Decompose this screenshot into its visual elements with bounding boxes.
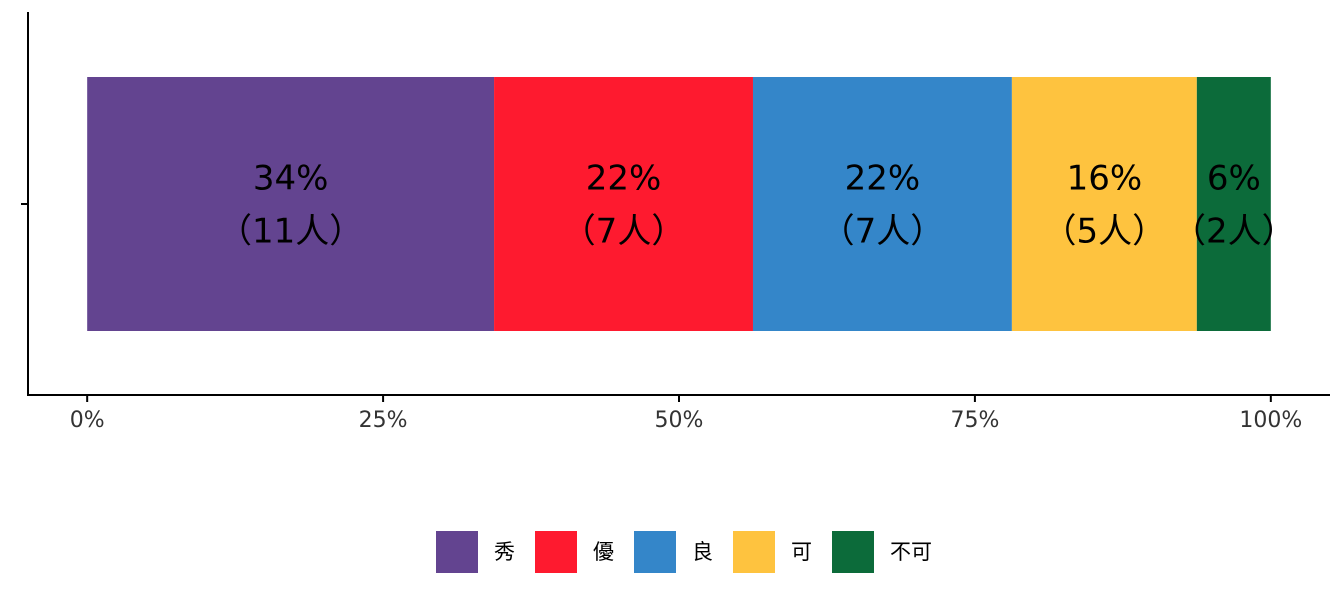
- value-label: 6%: [1207, 159, 1261, 199]
- x-tick-label: 0%: [70, 408, 105, 433]
- legend-label: 可: [791, 540, 812, 564]
- legend-label: 秀: [494, 540, 515, 564]
- x-tick-label: 75%: [950, 408, 999, 433]
- value-label: 22%: [586, 159, 662, 199]
- bar-segment: [87, 77, 495, 331]
- value-label: 22%: [845, 159, 921, 199]
- legend-label: 良: [692, 540, 713, 564]
- value-label: 34%: [253, 159, 329, 199]
- bar-segment: [752, 77, 1012, 331]
- legend-swatch: [733, 531, 775, 573]
- legend-swatch: [535, 531, 577, 573]
- count-label: （7人）: [821, 212, 945, 252]
- legend-label: 不可: [890, 540, 932, 564]
- bar-segment: [494, 77, 753, 331]
- value-label: 16%: [1067, 159, 1143, 199]
- x-tick-label: 25%: [359, 408, 408, 433]
- legend-label: 優: [593, 540, 614, 564]
- count-label: （7人）: [562, 212, 686, 252]
- legend-swatch: [832, 531, 874, 573]
- bar-segment: [1011, 77, 1197, 331]
- legend-swatch: [634, 531, 676, 573]
- legend-swatch: [436, 531, 478, 573]
- count-label: （11人）: [218, 212, 363, 252]
- count-label: （2人）: [1172, 212, 1296, 252]
- count-label: （5人）: [1043, 212, 1167, 252]
- x-tick-label: 50%: [655, 408, 704, 433]
- x-tick-label: 100%: [1239, 408, 1302, 433]
- bar-segment: [1196, 77, 1271, 331]
